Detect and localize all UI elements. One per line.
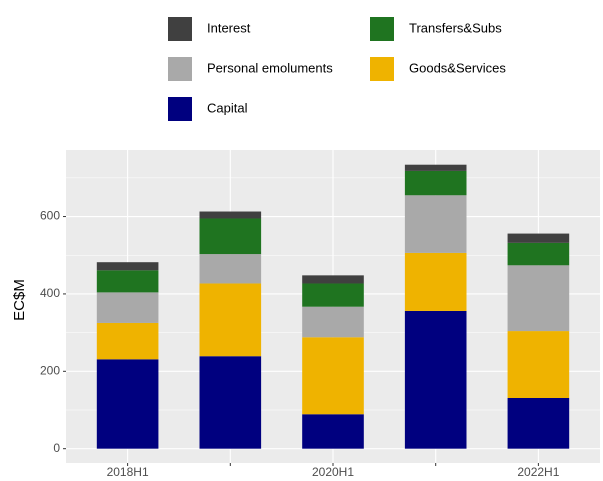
bar-segment	[404, 170, 467, 196]
bar-segment	[302, 306, 364, 338]
bar-segment	[507, 331, 570, 399]
bar-segment	[507, 242, 570, 266]
x-tick-label: 2020H1	[312, 465, 354, 479]
bar-segment	[199, 211, 262, 219]
bar-segment	[302, 414, 364, 449]
y-axis-title: EC$M	[11, 279, 28, 321]
bar-segment	[199, 356, 262, 449]
x-tick-label: 2022H1	[517, 465, 559, 479]
bar-segment	[199, 254, 262, 284]
bar-segment	[96, 270, 159, 293]
bar-segment	[404, 252, 467, 311]
bar-segment	[404, 164, 467, 171]
y-tick-label: 400	[40, 286, 60, 300]
bar-segment	[96, 262, 159, 271]
legend-key	[168, 97, 192, 121]
bar-segment	[507, 398, 570, 449]
bar-segment	[96, 292, 159, 323]
bar-segment	[96, 322, 159, 360]
legend-key	[370, 57, 394, 81]
legend-label: Capital	[207, 100, 248, 115]
legend-label: Transfers&Subs	[409, 20, 502, 35]
bar-segment	[96, 359, 159, 449]
bar-segment	[199, 218, 262, 255]
legend-key	[370, 17, 394, 41]
bar-segment	[507, 233, 570, 243]
y-tick-label: 600	[40, 209, 60, 223]
bar-segment	[404, 195, 467, 253]
legend-key	[168, 17, 192, 41]
y-tick-label: 200	[40, 363, 60, 377]
legend-label: Personal emoluments	[207, 60, 333, 75]
bar-segment	[302, 337, 364, 415]
bar-segment	[302, 283, 364, 307]
x-tick-label: 2018H1	[107, 465, 149, 479]
legend-label: Goods&Services	[409, 60, 506, 75]
legend-key	[168, 57, 192, 81]
bar-segment	[404, 310, 467, 449]
bar-segment	[507, 265, 570, 332]
legend-label: Interest	[207, 20, 251, 35]
bar-segment	[302, 275, 364, 284]
bar-segment	[199, 283, 262, 357]
y-tick-label: 0	[53, 441, 60, 455]
